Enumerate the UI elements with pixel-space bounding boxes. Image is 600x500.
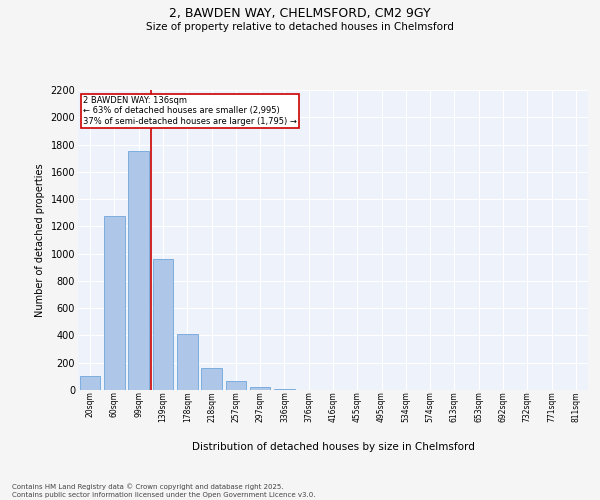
Bar [104, 216, 125, 390]
Text: Distribution of detached houses by size in Chelmsford: Distribution of detached houses by size … [191, 442, 475, 452]
Bar [80, 376, 100, 390]
Bar [274, 388, 295, 390]
Bar [177, 334, 197, 390]
Text: Size of property relative to detached houses in Chelmsford: Size of property relative to detached ho… [146, 22, 454, 32]
Text: 2 BAWDEN WAY: 136sqm
← 63% of detached houses are smaller (2,995)
37% of semi-de: 2 BAWDEN WAY: 136sqm ← 63% of detached h… [83, 96, 297, 126]
Bar [201, 368, 222, 390]
Bar [226, 381, 246, 390]
Bar [128, 152, 149, 390]
Bar [250, 386, 271, 390]
Text: Contains HM Land Registry data © Crown copyright and database right 2025.
Contai: Contains HM Land Registry data © Crown c… [12, 484, 316, 498]
Y-axis label: Number of detached properties: Number of detached properties [35, 163, 45, 317]
Text: 2, BAWDEN WAY, CHELMSFORD, CM2 9GY: 2, BAWDEN WAY, CHELMSFORD, CM2 9GY [169, 8, 431, 20]
Bar [152, 259, 173, 390]
